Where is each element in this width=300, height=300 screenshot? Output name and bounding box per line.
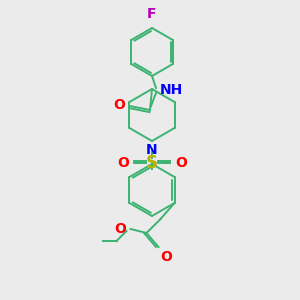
Text: O: O (117, 156, 129, 170)
Text: S: S (146, 154, 158, 172)
Text: O: O (175, 156, 187, 170)
Text: O: O (160, 250, 172, 264)
Text: N: N (146, 143, 158, 157)
Text: F: F (147, 7, 157, 21)
Text: O: O (115, 222, 127, 236)
Text: NH: NH (160, 83, 183, 97)
Text: O: O (113, 98, 125, 112)
